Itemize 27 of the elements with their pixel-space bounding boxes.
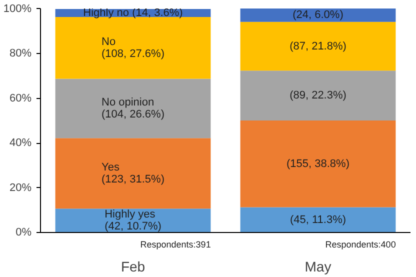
y-tick-label: 20% bbox=[9, 182, 32, 194]
text: Respondents:400 bbox=[325, 240, 396, 250]
data-label: Highly yes (42, 10.7%) bbox=[104, 208, 162, 233]
data-label: (24, 6.0%) bbox=[292, 9, 344, 22]
x-tick-label: May bbox=[304, 258, 332, 274]
x-tick-label: Feb bbox=[120, 258, 146, 274]
data-label: (45, 11.3%) bbox=[290, 214, 346, 226]
y-tick-label: 100% bbox=[3, 2, 32, 15]
bar bbox=[240, 70, 396, 120]
bar bbox=[55, 138, 211, 209]
data-label: No opinion (104, 26.6%) bbox=[102, 96, 164, 120]
bar bbox=[240, 120, 396, 208]
data-label: (155, 38.8%) bbox=[286, 158, 350, 170]
y-tick-label: 40% bbox=[9, 137, 32, 150]
y-tick-label: 80% bbox=[9, 48, 32, 60]
data-label: Yes (123, 31.5%) bbox=[102, 161, 164, 186]
bar bbox=[240, 22, 396, 71]
data-label: No (108, 27.6%) bbox=[102, 36, 164, 60]
text: Respondents:391 bbox=[140, 240, 211, 250]
data-label: (89, 22.3%) bbox=[290, 90, 346, 102]
data-label: (87, 21.8%) bbox=[290, 40, 346, 52]
bar bbox=[240, 8, 396, 22]
bar bbox=[55, 78, 211, 138]
bar bbox=[240, 207, 396, 232]
y-tick-label: 60% bbox=[9, 92, 32, 104]
bar bbox=[55, 16, 211, 79]
y-tick-label: 0% bbox=[16, 226, 32, 238]
